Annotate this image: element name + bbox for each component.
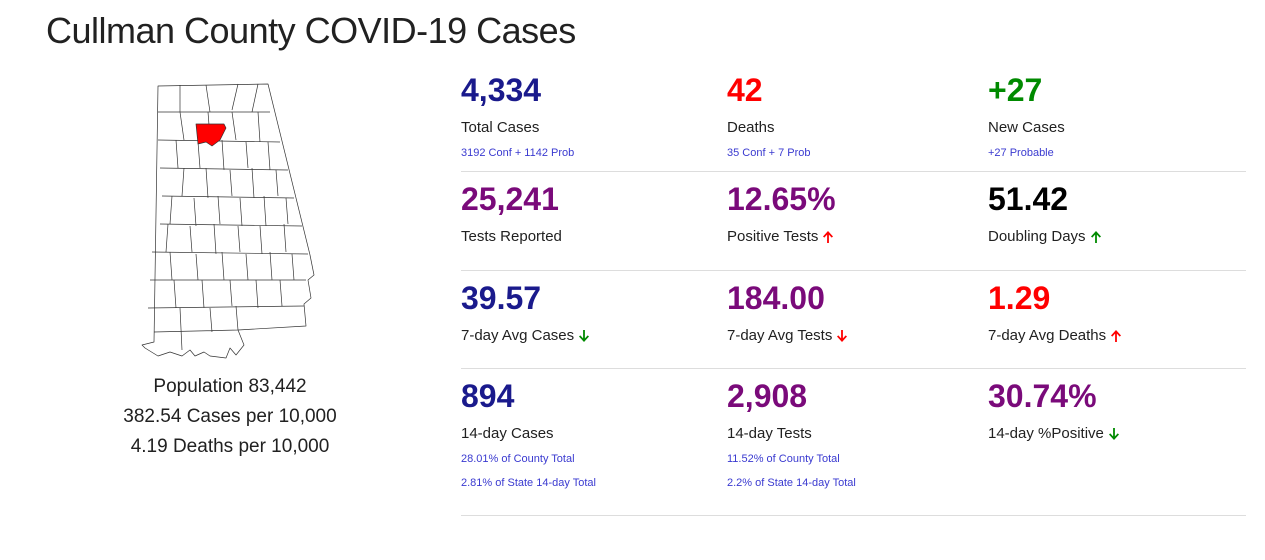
stat-subtext: 28.01% of County Total: [461, 453, 575, 465]
stat-label: Doubling Days: [988, 227, 1102, 247]
stat-7day-avg-cases: 39.57 7-day Avg Cases: [461, 271, 590, 346]
stats-row: 39.57 7-day Avg Cases 184.00 7-day Avg T…: [461, 271, 1246, 369]
stat-label: 14-day Tests: [727, 425, 812, 442]
arrow-up-icon: [1111, 330, 1122, 342]
stat-14day-cases: 894 14-day Cases 28.01% of County Total …: [461, 369, 596, 490]
stats-grid: 4,334 Total Cases 3192 Conf + 1142 Prob …: [461, 62, 1246, 516]
stat-subtext: 2.81% of State 14-day Total: [461, 477, 596, 489]
arrow-up-icon: [823, 231, 834, 243]
arrow-up-icon: [1090, 231, 1101, 243]
stat-14day-tests: 2,908 14-day Tests 11.52% of County Tota…: [727, 369, 856, 490]
population-text: Population 83,442: [153, 376, 307, 397]
stat-value: 30.74%: [988, 378, 1097, 414]
stat-14day-percent-positive: 30.74% 14-day %Positive: [988, 369, 1120, 444]
page-title: Cullman County COVID-19 Cases: [46, 10, 576, 51]
stat-value: 894: [461, 378, 515, 414]
county-stats: Population 83,442 382.54 Cases per 10,00…: [100, 372, 360, 462]
deaths-per-10k-text: 4.19 Deaths per 10,000: [130, 436, 330, 457]
stat-label: 7-day Avg Cases: [461, 326, 590, 346]
stat-total-cases: 4,334 Total Cases 3192 Conf + 1142 Prob: [461, 62, 574, 160]
stat-label: Deaths: [727, 119, 775, 136]
arrow-down-icon: [837, 330, 848, 342]
stats-row: 25,241 Tests Reported 12.65% Positive Te…: [461, 172, 1246, 271]
cullman-county-highlight: [195, 123, 227, 147]
stat-value: 42: [727, 72, 763, 108]
arrow-down-icon: [579, 330, 590, 342]
stat-value: 39.57: [461, 280, 542, 316]
stat-subtext: 35 Conf + 7 Prob: [727, 147, 811, 159]
stat-value: 51.42: [988, 181, 1069, 217]
state-outline: [141, 83, 315, 359]
stat-subtext: 2.2% of State 14-day Total: [727, 477, 856, 489]
stat-value: 25,241: [461, 181, 559, 217]
stat-label: 14-day Cases: [461, 425, 554, 442]
stats-row: 4,334 Total Cases 3192 Conf + 1142 Prob …: [461, 62, 1246, 172]
stat-value: 1.29: [988, 280, 1051, 316]
stat-value: 12.65%: [727, 181, 836, 217]
stats-row: 894 14-day Cases 28.01% of County Total …: [461, 369, 1246, 516]
stat-label: 7-day Avg Deaths: [988, 326, 1122, 346]
arrow-down-icon: [1108, 428, 1119, 440]
stat-7day-avg-tests: 184.00 7-day Avg Tests: [727, 271, 848, 346]
stat-value: 4,334: [461, 72, 542, 108]
stat-value: 184.00: [727, 280, 825, 316]
stat-deaths: 42 Deaths 35 Conf + 7 Prob: [727, 62, 810, 160]
stat-label: Total Cases: [461, 119, 540, 136]
stat-positive-tests: 12.65% Positive Tests: [727, 172, 836, 247]
stat-subtext: 11.52% of County Total: [727, 453, 840, 465]
stat-label: Tests Reported: [461, 228, 562, 245]
stat-7day-avg-deaths: 1.29 7-day Avg Deaths: [988, 271, 1122, 346]
stat-value: +27: [988, 72, 1043, 108]
alabama-county-map: [140, 80, 320, 365]
stat-doubling-days: 51.42 Doubling Days: [988, 172, 1102, 247]
stat-subtext: +27 Probable: [988, 147, 1054, 159]
stat-label: 7-day Avg Tests: [727, 326, 848, 346]
stat-label: 14-day %Positive: [988, 424, 1120, 444]
stat-subtext: 3192 Conf + 1142 Prob: [461, 147, 575, 159]
stat-new-cases: +27 New Cases +27 Probable: [988, 62, 1065, 160]
stat-tests-reported: 25,241 Tests Reported: [461, 172, 562, 247]
stat-value: 2,908: [727, 378, 808, 414]
cases-per-10k-text: 382.54 Cases per 10,000: [123, 406, 337, 427]
stat-label: Positive Tests: [727, 227, 836, 247]
stat-label: New Cases: [988, 119, 1065, 136]
